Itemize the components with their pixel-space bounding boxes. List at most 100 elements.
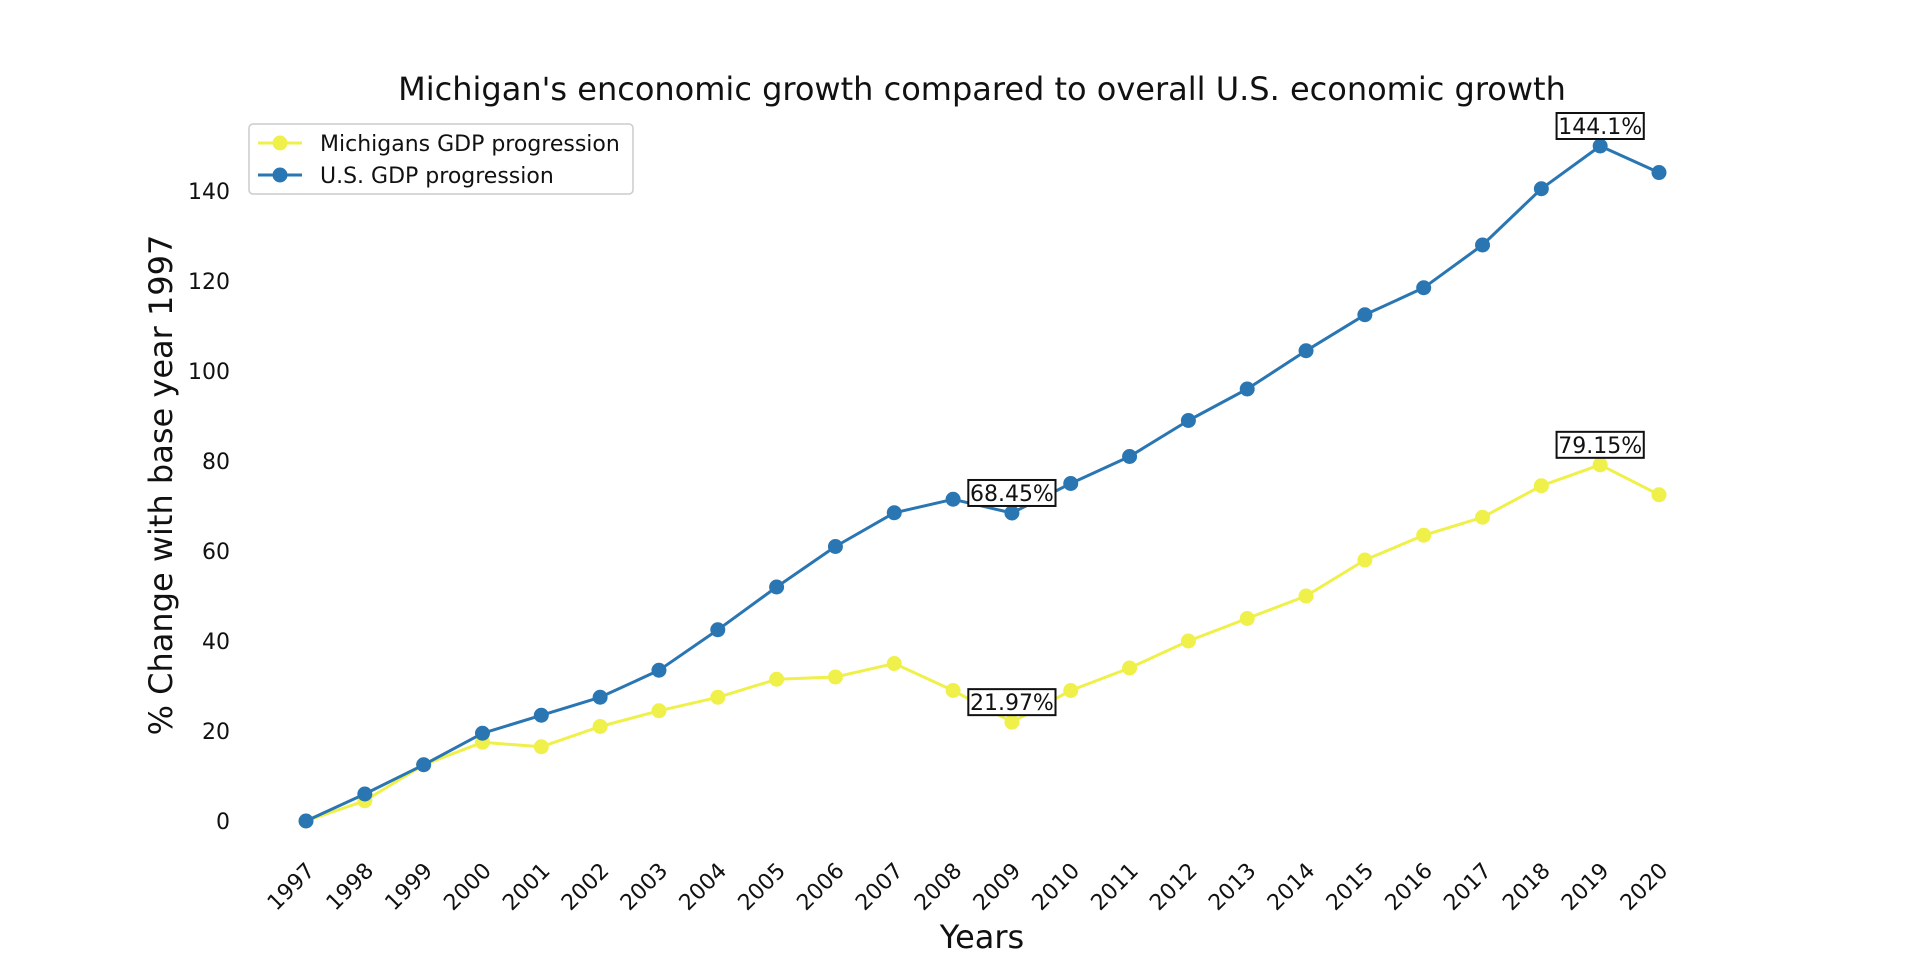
y-tick-label: 140 xyxy=(188,180,230,205)
data-point xyxy=(1533,181,1549,197)
data-point xyxy=(1239,611,1255,626)
x-axis-ticks: 1997 1998 1999 2000 2001 2002 2003 2004 2005 2006… xyxy=(263,859,1673,916)
data-point xyxy=(710,689,726,705)
annotation-box xyxy=(1555,112,1645,140)
data-point xyxy=(1357,307,1373,323)
data-point xyxy=(945,491,961,507)
data-point xyxy=(1592,138,1608,154)
data-point xyxy=(592,719,608,734)
x-tick-label: 2005 xyxy=(734,859,791,916)
data-point xyxy=(769,671,785,687)
y-tick-label: 80 xyxy=(202,450,230,475)
y-axis-label: % Change with base year 1997 xyxy=(142,235,180,736)
x-tick-label: 2003 xyxy=(616,859,673,916)
y-tick-label: 100 xyxy=(188,360,230,385)
annotation-label: 68.45% xyxy=(970,482,1054,507)
data-point xyxy=(827,669,843,685)
x-tick-label: 2011 xyxy=(1087,859,1144,916)
data-point xyxy=(533,707,549,723)
x-tick-label: 2017 xyxy=(1439,859,1496,916)
data-point xyxy=(1063,476,1079,491)
data-point xyxy=(1416,280,1432,296)
series-line-0 xyxy=(305,463,1660,823)
data-point xyxy=(1298,343,1314,359)
data-point xyxy=(474,725,490,741)
data-point xyxy=(769,579,785,595)
data-point xyxy=(1063,683,1079,698)
x-tick-label: 2018 xyxy=(1498,859,1555,916)
data-point xyxy=(1651,487,1667,503)
x-tick-label: 2008 xyxy=(910,859,967,916)
x-tick-label: 2014 xyxy=(1263,859,1320,916)
data-point xyxy=(710,622,726,638)
data-point xyxy=(1180,633,1196,649)
data-point xyxy=(1357,552,1373,568)
data-point xyxy=(1475,237,1491,253)
data-point xyxy=(1004,505,1020,521)
y-tick-label: 120 xyxy=(188,270,230,295)
data-point xyxy=(1298,588,1314,604)
x-tick-label: 2002 xyxy=(557,859,614,916)
data-point xyxy=(1651,165,1667,181)
x-tick-label: 2006 xyxy=(792,859,849,916)
x-tick-label: 2015 xyxy=(1322,859,1379,916)
data-point xyxy=(945,683,961,698)
data-point xyxy=(1475,509,1491,525)
x-tick-label: 2020 xyxy=(1616,859,1673,916)
annotation-label: 21.97% xyxy=(970,691,1054,716)
y-tick-label: 20 xyxy=(202,720,230,745)
annotation-box xyxy=(1555,430,1645,459)
data-point xyxy=(592,689,608,705)
x-tick-label: 2010 xyxy=(1028,859,1085,916)
x-tick-label: 2016 xyxy=(1381,859,1438,916)
x-tick-label: 1998 xyxy=(322,859,379,916)
x-tick-label: 2001 xyxy=(498,859,555,916)
x-axis-label: Years xyxy=(939,918,1024,956)
data-point xyxy=(651,662,667,678)
legend-marker-us xyxy=(272,167,288,183)
data-point xyxy=(651,703,667,719)
x-tick-label: 1997 xyxy=(263,859,320,916)
data-point xyxy=(1533,478,1549,494)
data-point xyxy=(533,739,549,755)
y-tick-label: 40 xyxy=(202,630,230,655)
annotation-box xyxy=(967,688,1057,717)
legend-label-us: U.S. GDP progression xyxy=(320,164,554,189)
data-point xyxy=(1416,527,1432,543)
data-point xyxy=(827,539,843,554)
annotations: 144.1% 68.45% 79.15% 21.97% xyxy=(967,112,1645,717)
data-point xyxy=(886,505,902,521)
data-point xyxy=(1122,660,1138,676)
data-point xyxy=(1122,449,1138,464)
legend-marker-michigan xyxy=(272,135,288,151)
annotation-label: 79.15% xyxy=(1558,434,1642,459)
series-layer xyxy=(298,138,1667,829)
annotation-label: 144.1% xyxy=(1558,115,1642,140)
x-tick-label: 2009 xyxy=(969,859,1026,916)
x-tick-label: 1999 xyxy=(381,859,438,916)
data-point xyxy=(416,757,432,773)
data-point xyxy=(886,656,902,671)
data-point xyxy=(1239,381,1255,397)
x-tick-label: 2019 xyxy=(1557,859,1614,916)
annotation-box xyxy=(967,478,1057,507)
legend: Michigans GDP progression U.S. GDP progr… xyxy=(248,123,634,195)
x-tick-label: 2004 xyxy=(675,859,732,916)
chart-title: Michigan's enconomic growth compared to … xyxy=(398,70,1566,108)
data-point xyxy=(357,786,373,802)
legend-frame xyxy=(248,123,634,195)
y-axis-ticks: 0 20 40 60 80 100 120 140 xyxy=(188,180,230,835)
x-tick-label: 2000 xyxy=(439,859,496,916)
y-tick-label: 0 xyxy=(216,810,230,835)
x-tick-label: 2012 xyxy=(1145,859,1202,916)
data-point xyxy=(1180,413,1196,428)
data-point xyxy=(298,813,314,829)
x-tick-label: 2013 xyxy=(1204,859,1261,916)
data-point xyxy=(1592,457,1608,473)
data-point xyxy=(1004,714,1020,730)
y-tick-label: 60 xyxy=(202,540,230,565)
x-tick-label: 2007 xyxy=(851,859,908,916)
legend-label-michigan: Michigans GDP progression xyxy=(320,132,620,157)
